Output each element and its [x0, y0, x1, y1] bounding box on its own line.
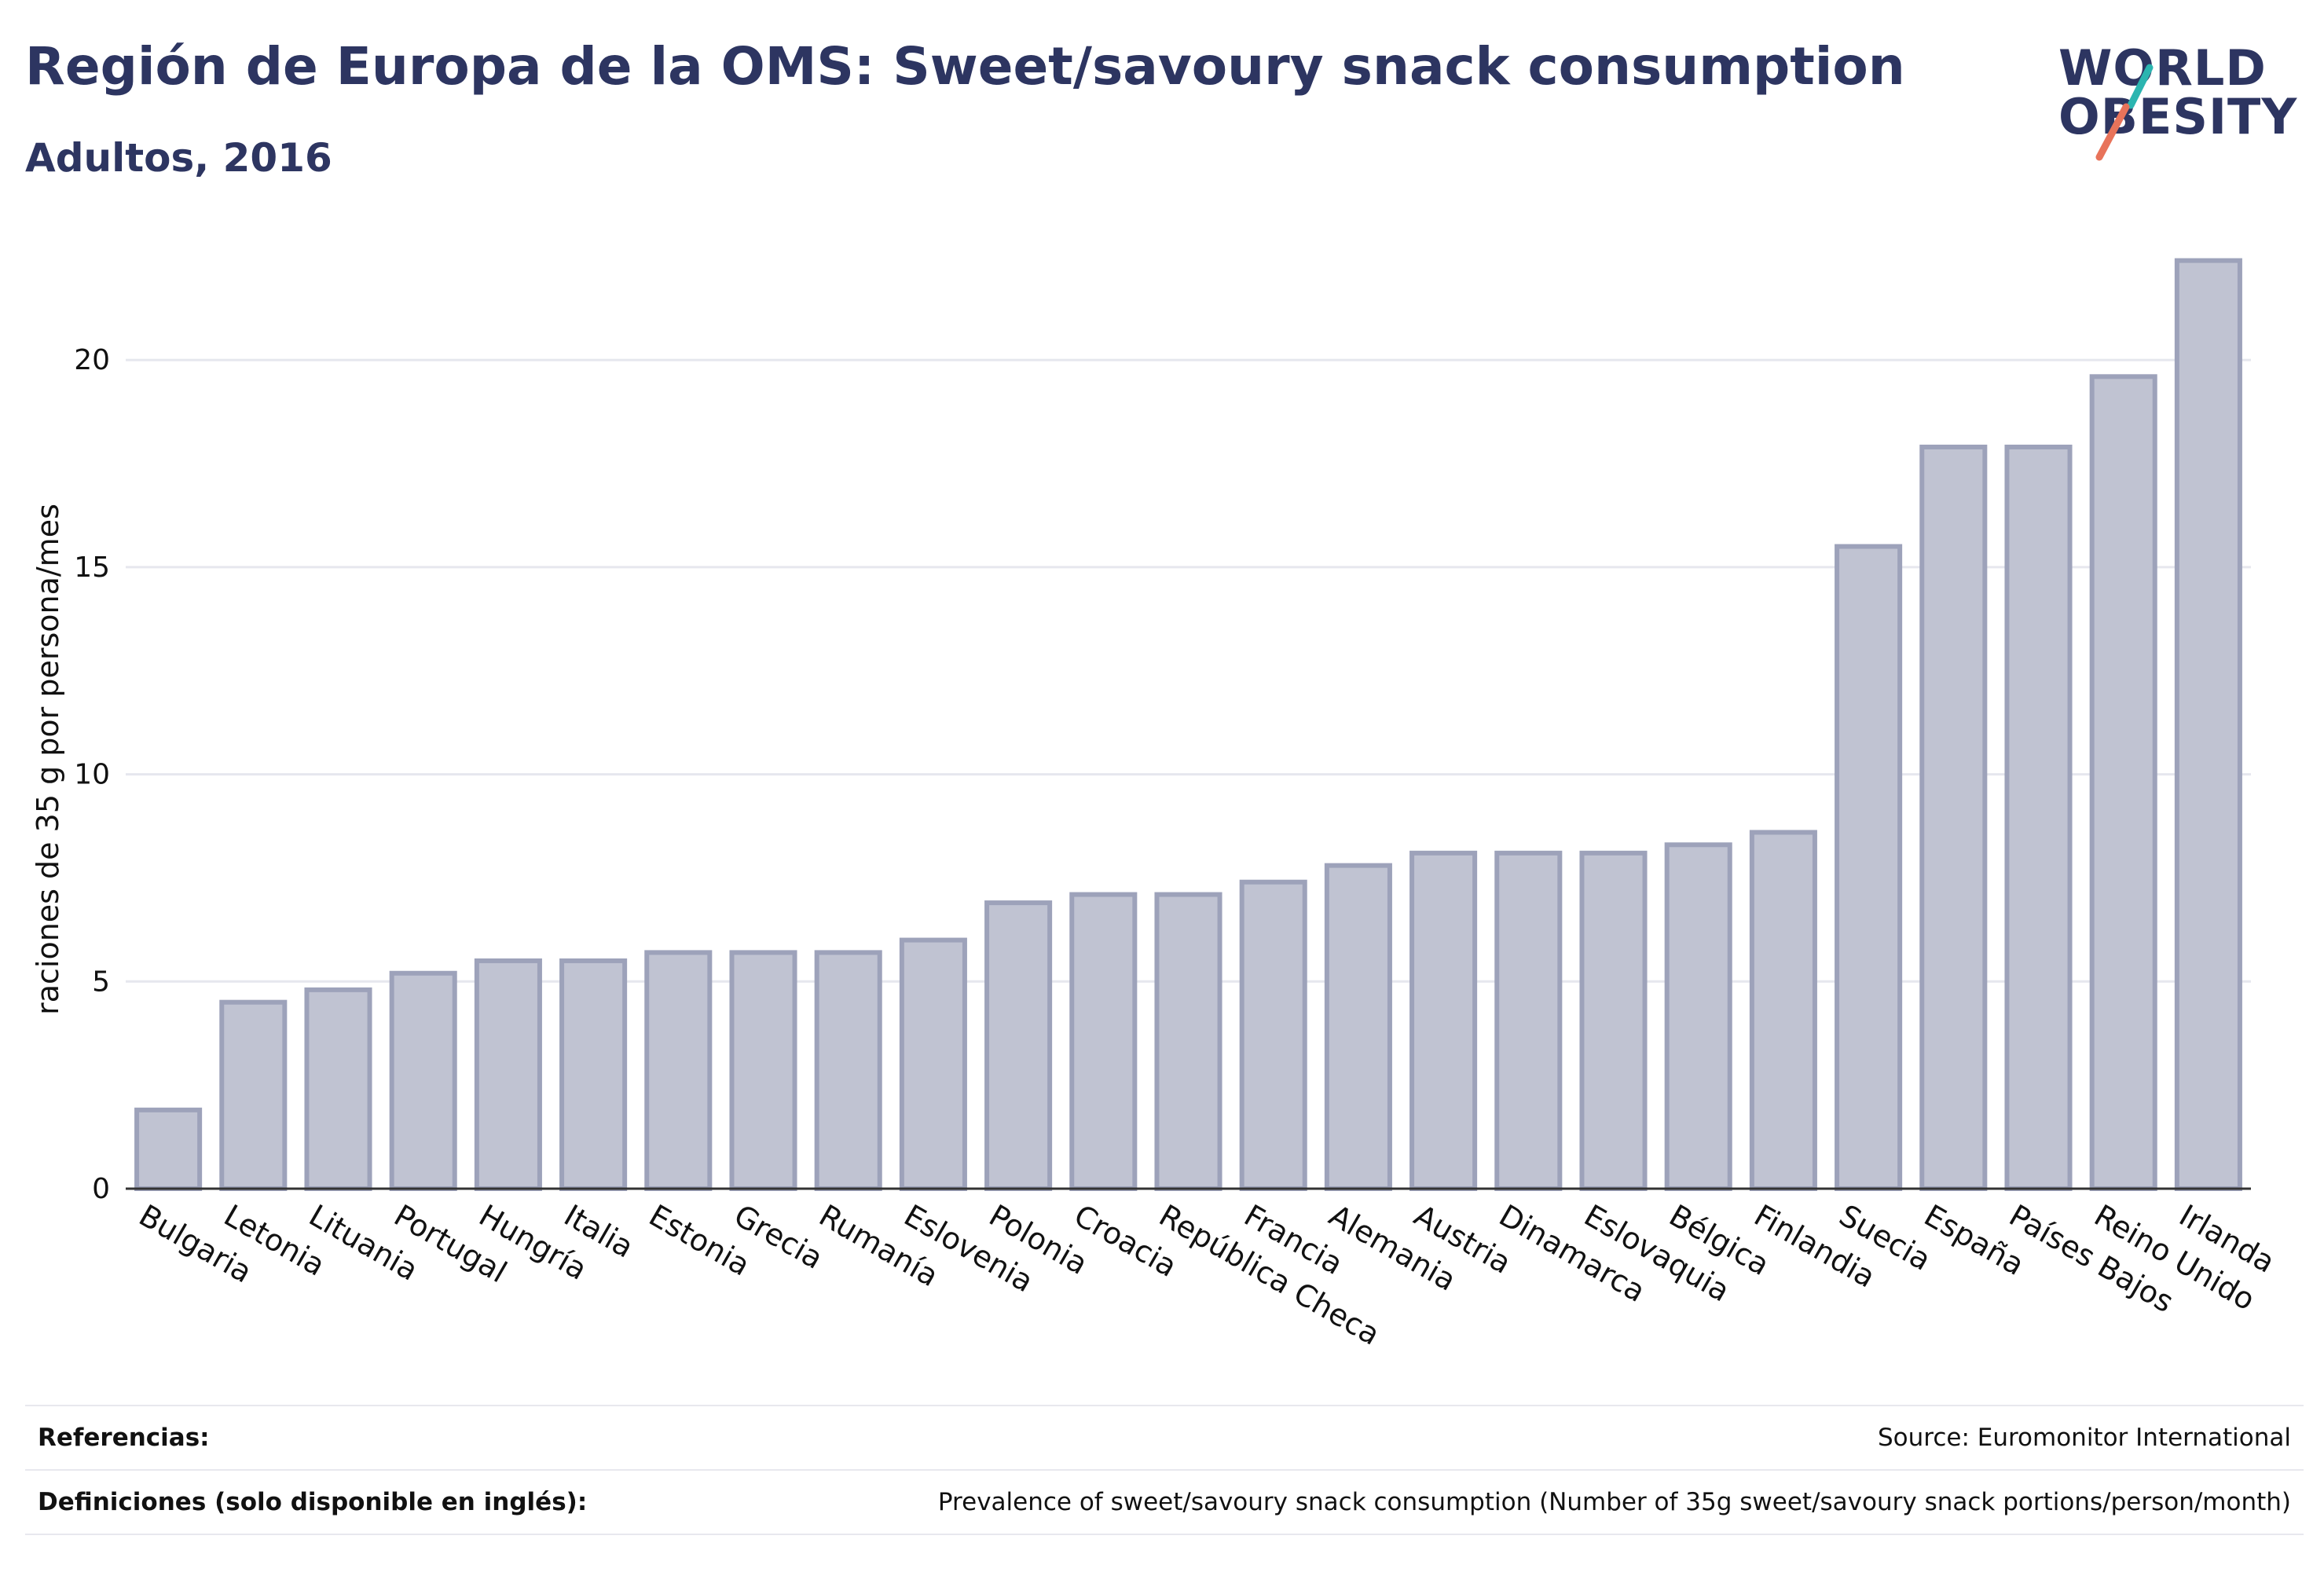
- references-label: Referencias:: [38, 1424, 210, 1452]
- bar: [1749, 830, 1817, 1191]
- bar: [1324, 863, 1392, 1191]
- y-tick-label: 15: [74, 552, 110, 584]
- bar: [2004, 444, 2073, 1191]
- y-tick-label: 10: [74, 759, 110, 791]
- world-obesity-logo: WORLD OBESITY: [2043, 39, 2310, 165]
- bar: [219, 999, 288, 1192]
- bar: [474, 958, 542, 1192]
- bar: [899, 937, 967, 1191]
- bar: [389, 970, 457, 1191]
- bar: [1919, 444, 1988, 1191]
- bar: [304, 987, 372, 1191]
- bar: [1069, 892, 1138, 1191]
- footer-definitions-row: Definiciones (solo disponible en inglés)…: [25, 1469, 2304, 1535]
- references-value: Source: Euromonitor International: [1877, 1424, 2291, 1452]
- logo-text-line1: WORLD: [2058, 39, 2267, 97]
- chart-subtitle: Adultos, 2016: [25, 135, 332, 181]
- bar: [2089, 374, 2157, 1192]
- bar: [1409, 850, 1478, 1191]
- bar: [729, 950, 797, 1191]
- logo-text-line2: OBESITY: [2058, 88, 2298, 145]
- bar: [814, 950, 882, 1191]
- y-tick-label: 0: [92, 1173, 110, 1205]
- definitions-label: Definiciones (solo disponible en inglés)…: [38, 1488, 588, 1516]
- bar: [134, 1107, 203, 1191]
- bar: [559, 958, 628, 1192]
- definitions-value: Prevalence of sweet/savoury snack consum…: [937, 1488, 2291, 1516]
- y-axis-title: raciones de 35 g por persona/mes: [31, 504, 65, 1015]
- bar: [1239, 879, 1307, 1192]
- bar-chart: 0 5 10 15 20 raciones de 35 g por persona/mes…: [31, 258, 2281, 1352]
- bar: [1579, 850, 1648, 1191]
- bar: [1835, 544, 1903, 1191]
- logo-slash-icon: [2095, 64, 2154, 161]
- bar: [2174, 258, 2242, 1192]
- bar: [1154, 892, 1222, 1191]
- bar: [1494, 850, 1563, 1191]
- footer-references-row: Referencias: Source: Euromonitor Interna…: [25, 1405, 2304, 1469]
- y-tick-label: 5: [92, 966, 110, 998]
- bar: [644, 950, 713, 1191]
- y-tick-label: 20: [74, 344, 110, 376]
- bar: [984, 900, 1053, 1191]
- bar: [1664, 842, 1732, 1192]
- chart-title: Región de Europa de la OMS: Sweet/savour…: [25, 36, 1905, 97]
